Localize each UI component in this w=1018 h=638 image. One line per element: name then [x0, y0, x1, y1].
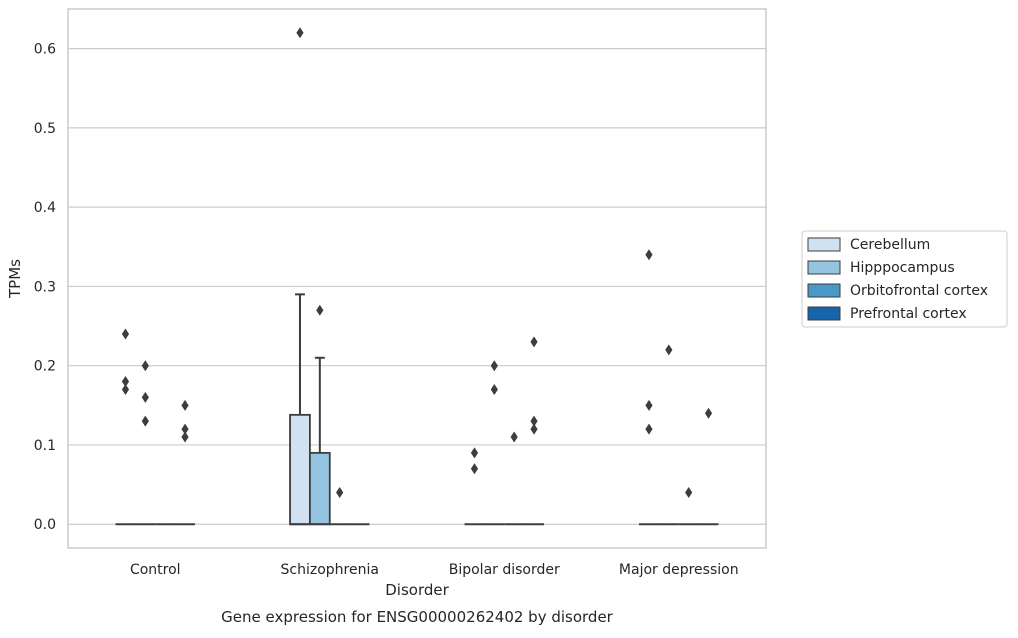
box — [309, 451, 331, 526]
legend: Cerebellum Hipppocampus Orbitofrontal cort… — [801, 230, 1008, 328]
outlier-point — [141, 415, 149, 427]
plot-frame — [67, 8, 767, 549]
outlier-point — [530, 415, 538, 427]
box-group — [484, 360, 505, 526]
outlier-point — [490, 383, 498, 395]
box-group — [658, 344, 679, 526]
outlier-point — [510, 431, 518, 443]
box-group — [524, 336, 544, 526]
y-tick-label: 0.4 — [34, 200, 56, 216]
legend-swatch — [807, 260, 841, 275]
legend-swatch — [807, 283, 841, 298]
outlier-point — [296, 27, 304, 39]
box-group — [309, 304, 331, 526]
outlier-point — [181, 423, 189, 435]
y-tick-label: 0.0 — [34, 517, 56, 533]
box-group — [135, 360, 156, 526]
box-group — [678, 487, 699, 526]
grid-layer — [68, 48, 766, 525]
outlier-point — [645, 399, 653, 411]
x-tick-label: Control — [130, 562, 181, 578]
outlier-point — [645, 249, 653, 261]
box-group — [329, 487, 350, 526]
x-tick-label: Schizophrenia — [281, 562, 379, 578]
outlier-point — [470, 447, 479, 459]
box-group — [115, 328, 136, 526]
y-tick-label: 0.3 — [34, 279, 56, 295]
outlier-point — [645, 423, 653, 435]
box-group — [698, 407, 719, 526]
outlier-point — [121, 376, 130, 388]
outlier-point — [121, 328, 130, 340]
outlier-point — [336, 487, 344, 499]
outlier-point — [121, 383, 130, 395]
y-tick-label: 0.6 — [34, 42, 56, 58]
outlier-point — [704, 407, 713, 419]
outlier-point — [530, 423, 538, 435]
outlier-point — [490, 360, 498, 372]
x-axis-title: Disorder — [385, 581, 449, 599]
outlier-point — [665, 344, 673, 356]
outlier-point — [470, 463, 479, 475]
legend-label: Prefrontal cortex — [850, 306, 967, 322]
axis-layer: 0.0 0.1 0.2 0.3 0.4 0.5 0.6 Control Schizophreni… — [34, 42, 739, 578]
outlier-point — [181, 431, 189, 443]
legend-frame — [801, 230, 1008, 328]
y-tick-label: 0.1 — [34, 438, 56, 454]
legend-swatch — [807, 237, 841, 252]
box-group — [464, 447, 485, 526]
x-tick-label: Major depression — [619, 562, 739, 578]
legend-swatch — [807, 306, 841, 321]
chart-caption: Gene expression for ENSG00000262402 by d… — [221, 608, 614, 626]
box-group — [639, 249, 659, 526]
outlier-point — [141, 391, 149, 403]
y-axis-title: TPMs — [6, 259, 24, 299]
x-tick-label: Bipolar disorder — [449, 562, 560, 578]
legend-label: Hipppocampus — [850, 260, 955, 276]
box-layer — [115, 27, 719, 526]
outlier-point — [181, 399, 189, 411]
outlier-point — [316, 304, 324, 316]
box — [289, 413, 311, 526]
box-group — [289, 27, 311, 526]
legend-label: Cerebellum — [850, 237, 930, 253]
outlier-point — [685, 487, 693, 499]
y-tick-label: 0.5 — [34, 121, 56, 137]
box-group — [504, 431, 525, 526]
box-group — [175, 399, 195, 526]
outlier-point — [141, 360, 149, 372]
y-tick-label: 0.2 — [34, 359, 56, 375]
legend-label: Orbitofrontal cortex — [850, 283, 988, 299]
outlier-point — [530, 336, 538, 348]
